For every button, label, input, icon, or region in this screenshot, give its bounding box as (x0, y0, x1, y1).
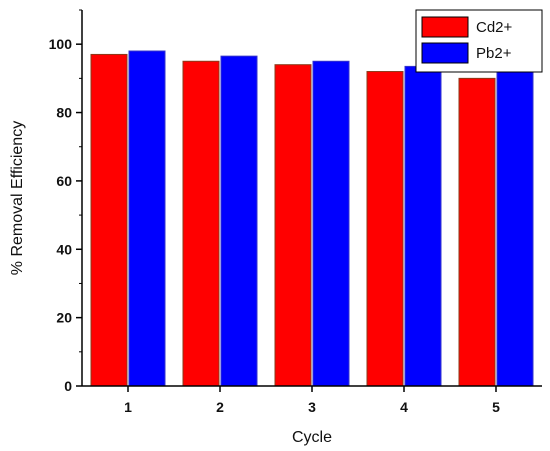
x-tick-label: 3 (308, 399, 316, 415)
x-tick-label: 4 (400, 399, 408, 415)
y-tick-label: 60 (56, 173, 72, 189)
bar-pb2-cycle-1 (128, 50, 166, 387)
x-ticks-group: 1 2 3 4 5 (124, 386, 500, 415)
bar-cd2-cycle-2 (182, 60, 220, 387)
x-tick-label: 2 (216, 399, 224, 415)
x-axis-title: Cycle (292, 429, 332, 446)
y-tick-label: 0 (64, 378, 72, 394)
legend-swatch-cd (421, 16, 469, 38)
x-tick-label: 1 (124, 399, 132, 415)
x-tick-label: 5 (492, 399, 500, 415)
bar-cd2-cycle-3 (274, 64, 312, 387)
bar-cd2-cycle-4 (366, 71, 404, 387)
y-tick-label: 40 (56, 241, 72, 257)
legend-label-pb: Pb2+ (476, 45, 512, 62)
bars-group (90, 50, 534, 387)
bar-pb2-cycle-2 (220, 55, 258, 387)
bar-cd2-cycle-1 (90, 53, 128, 387)
legend: Cd2+ Pb2+ (415, 9, 543, 73)
legend-swatch-pb (421, 42, 469, 64)
bar-pb2-cycle-4 (404, 65, 442, 387)
y-axis-title: % Removal Efficiency (9, 121, 26, 275)
legend-label-cd: Cd2+ (476, 19, 513, 36)
bar-pb2-cycle-5 (496, 71, 534, 387)
y-ticks-group: 0 20 40 60 80 100 (49, 9, 82, 394)
y-tick-label: 20 (56, 310, 72, 326)
y-tick-label: 100 (49, 36, 73, 52)
bar-pb2-cycle-3 (312, 60, 350, 387)
bar-cd2-cycle-5 (458, 77, 496, 387)
y-tick-label: 80 (56, 105, 72, 121)
